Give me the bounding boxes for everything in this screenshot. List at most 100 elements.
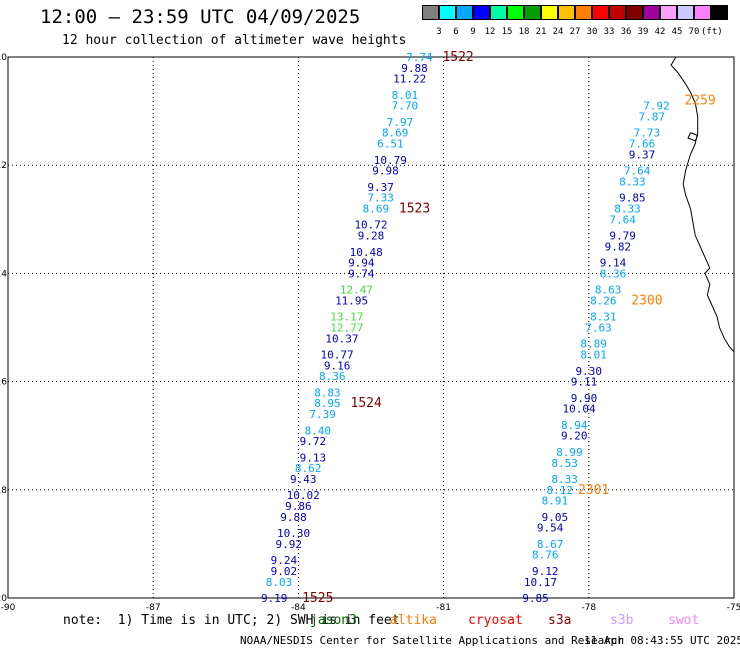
swh-value: 8.69 (363, 202, 390, 215)
colorbar-swatch (558, 5, 575, 20)
colorbar-label: 6 (453, 27, 459, 37)
swh-value: 10.17 (524, 576, 557, 589)
swh-value: 8.91 (542, 495, 569, 508)
swh-value: 7.73 (634, 127, 661, 140)
swh-value: 12.77 (330, 322, 363, 335)
swh-value: 9.86 (285, 500, 312, 513)
swh-value: 7.70 (392, 100, 419, 113)
lon-tick-label: -78 (581, 603, 596, 613)
swh-value: 8.12 (547, 484, 574, 497)
swh-value: 11.95 (335, 294, 368, 307)
swh-value: 8.03 (266, 576, 293, 589)
pass-time-label: 1525 (302, 591, 333, 606)
colorbar-label: 9 (470, 27, 476, 37)
swh-value: 7.64 (609, 213, 636, 226)
colorbar-label: (ft) (701, 27, 723, 37)
satellite-legend-item: s3a (548, 613, 572, 628)
swh-value: 10.02 (287, 489, 320, 502)
lon-tick-label: -90 (1, 603, 16, 613)
map-subtitle: 12 hour collection of altimeter wave hei… (62, 33, 407, 48)
satellite-legend-item: jason3 (310, 613, 357, 628)
colorbar-swatch (439, 5, 456, 20)
colorbar-swatch (507, 5, 524, 20)
colorbar-label: 42 (654, 27, 666, 37)
colorbar-swatch (660, 5, 677, 20)
pass-time-label: 2300 (631, 293, 662, 308)
lat-tick-label: -10 (0, 53, 7, 63)
swh-value: 8.36 (319, 370, 346, 383)
swh-value: 10.77 (321, 349, 354, 362)
swh-value: 9.82 (605, 240, 632, 253)
colorbar-swatch (575, 5, 592, 20)
lon-tick-label: -87 (146, 603, 161, 613)
footnote: note: 1) Time is in UTC; 2) SWH is in fe… (63, 613, 400, 628)
swh-value: 9.16 (324, 359, 351, 372)
colorbar-label: 45 (671, 27, 683, 37)
swh-value: 9.94 (348, 257, 375, 270)
pass-time-label: 1522 (442, 50, 473, 65)
colorbar-label: 33 (603, 27, 615, 37)
swh-value: 7.64 (624, 165, 651, 178)
swh-value: 9.19 (261, 592, 288, 605)
colorbar-label: 24 (552, 27, 564, 37)
colorbar-label: 3 (436, 27, 442, 37)
swh-value: 9.92 (275, 538, 302, 551)
swh-value: 8.89 (580, 338, 607, 351)
swh-value: 8.33 (619, 175, 646, 188)
swh-value: 9.79 (609, 230, 636, 243)
satellite-legend-item: swot (668, 613, 700, 628)
pass-time-label: 2259 (684, 93, 715, 108)
swh-value: 7.33 (367, 192, 394, 205)
swh-value: 8.01 (392, 89, 419, 102)
colorbar-swatch (422, 5, 439, 20)
satellite-legend-item: altika (390, 613, 437, 628)
swh-value: 10.79 (374, 154, 407, 167)
colorbar-label: 70 (688, 27, 700, 37)
swh-value: 9.37 (367, 181, 394, 194)
swh-value: 8.36 (600, 267, 627, 280)
colorbar-swatch (524, 5, 541, 20)
colorbar-swatch (609, 5, 626, 20)
map-frame (7, 56, 735, 599)
satellite-legend-item: s3b (610, 613, 634, 628)
swh-value: 9.11 (571, 376, 598, 389)
colorbar-swatch (473, 5, 490, 20)
colorbar-label: 27 (569, 27, 581, 37)
swh-value: 7.74 (406, 51, 433, 64)
colorbar-label: 39 (637, 27, 649, 37)
swh-value: 8.95 (314, 397, 341, 410)
swh-value: 8.31 (590, 311, 617, 324)
swh-value: 9.12 (532, 565, 559, 578)
swh-value: 8.83 (314, 386, 341, 399)
swh-value: 8.53 (551, 457, 578, 470)
swh-value: 10.30 (277, 527, 310, 540)
colorbar-label: 12 (484, 27, 496, 37)
footer-timestamp: 11 Apr 08:43:55 UTC 2025 (584, 634, 740, 647)
colorbar-swatch (626, 5, 643, 20)
swh-value: 9.24 (271, 554, 298, 567)
colorbar-swatch (592, 5, 609, 20)
colorbar-swatch (677, 5, 694, 20)
swh-value: 9.13 (300, 451, 327, 464)
swh-value: 9.85 (522, 592, 549, 605)
swh-value: 9.28 (358, 230, 385, 243)
swh-value: 8.33 (551, 473, 578, 486)
swh-value: 8.40 (305, 424, 332, 437)
swh-value: 9.72 (300, 435, 327, 448)
lat-tick-label: -16 (0, 378, 7, 388)
colorbar-swatch (490, 5, 507, 20)
colorbar-swatch (711, 5, 728, 20)
colorbar-swatch (456, 5, 473, 20)
swh-value: 10.48 (350, 246, 383, 259)
lat-tick-label: -18 (0, 486, 7, 496)
swh-value: 12.47 (340, 284, 373, 297)
swh-value: 8.69 (382, 127, 409, 140)
swh-value: 8.76 (532, 549, 559, 562)
lat-tick-label: -20 (0, 594, 7, 604)
colorbar-swatch (694, 5, 711, 20)
colorbar-label: 21 (535, 27, 547, 37)
colorbar-swatch (541, 5, 558, 20)
swh-value: 8.94 (561, 419, 588, 432)
swh-value: 7.66 (629, 138, 656, 151)
lat-tick-label: -12 (0, 161, 7, 171)
